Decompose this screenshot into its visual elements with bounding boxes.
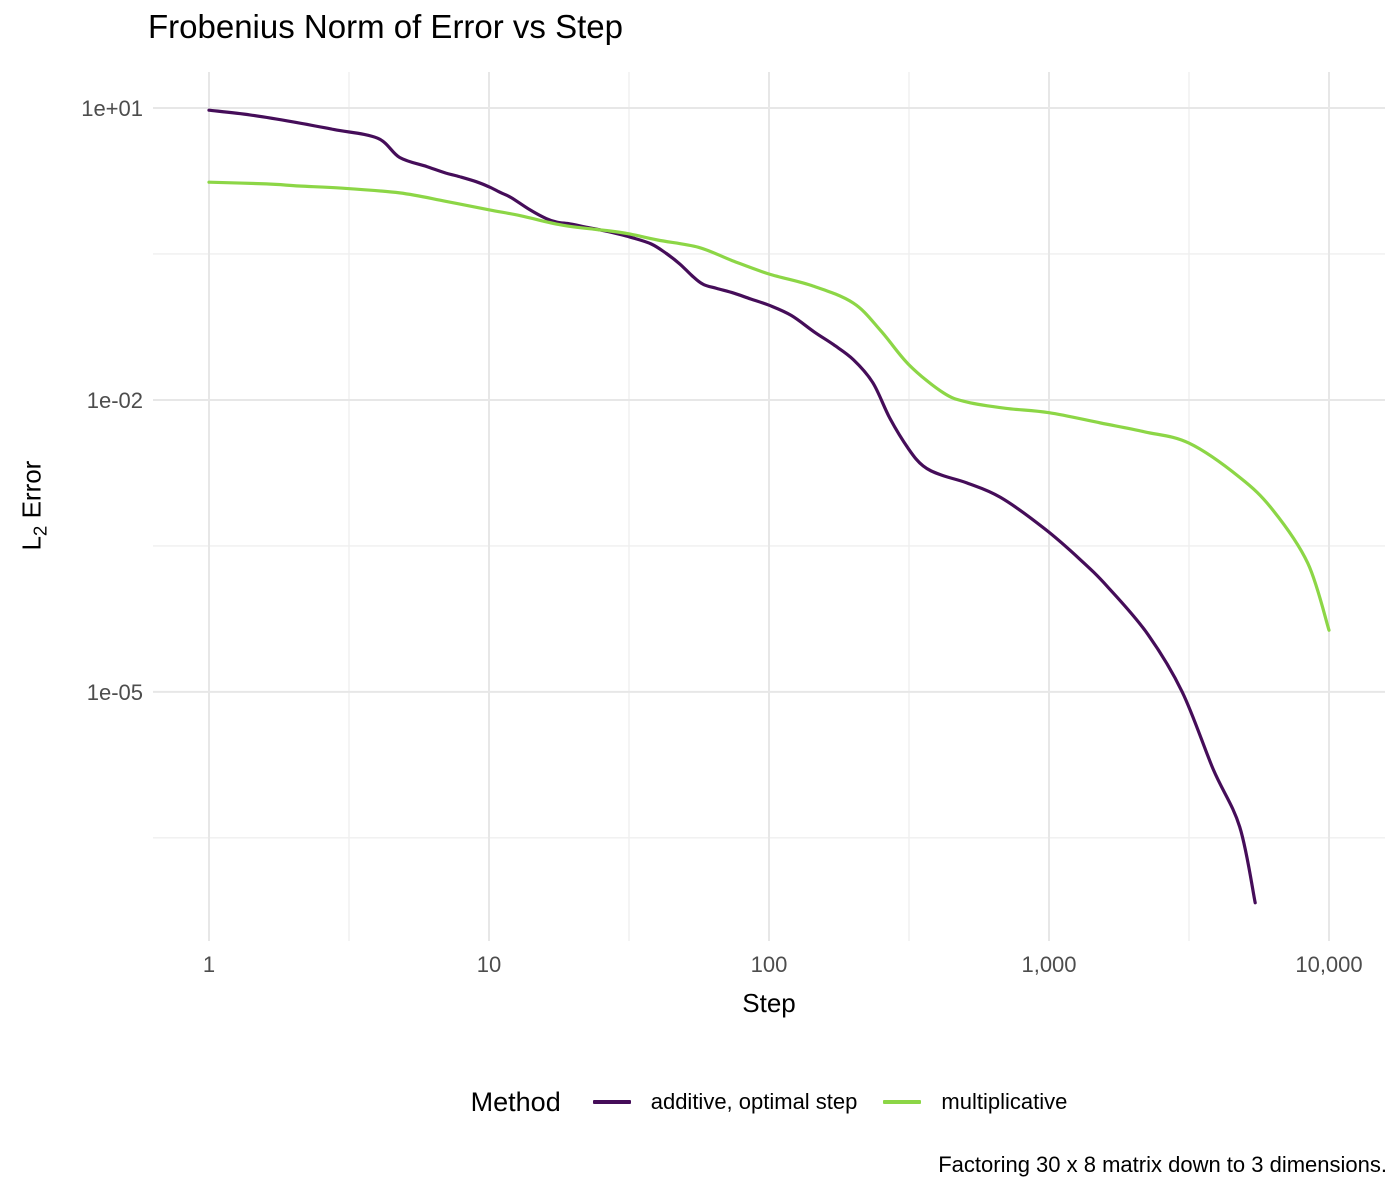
legend-label-additive: additive, optimal step — [650, 1089, 858, 1114]
y-tick-label: 1e-05 — [87, 680, 143, 705]
x-tick-label: 1,000 — [1021, 952, 1076, 977]
x-tick-label: 1 — [203, 952, 215, 977]
x-tick-label: 10,000 — [1295, 952, 1362, 977]
y-axis-title-rest: Error — [16, 461, 47, 527]
y-axis-title: L2 Error — [16, 461, 51, 551]
x-tick-label: 10 — [477, 952, 501, 977]
plot-title: Frobenius Norm of Error vs Step — [148, 8, 623, 45]
legend-title: Method — [470, 1086, 561, 1117]
legend-item-additive: additive, optimal step — [592, 1089, 858, 1115]
legend-swatch-multiplicative — [883, 1100, 922, 1104]
series-line-multiplicative — [207, 180, 1331, 632]
y-tick-label: 1e+01 — [81, 96, 143, 121]
y-axis-title-main: L — [16, 536, 47, 551]
legend-swatch-additive — [592, 1100, 631, 1104]
x-axis-title: Step — [742, 988, 796, 1018]
legend: Method additive, optimal step multiplica… — [153, 1080, 1385, 1124]
y-axis-title-box: L2 Error — [8, 106, 60, 906]
chart-canvas: 1e+01 1e-02 1e-05 1 10 100 1,000 10,000 — [81, 72, 1385, 977]
series-line-additive-optimal-step — [207, 108, 1257, 905]
legend-label-multiplicative: multiplicative — [941, 1089, 1068, 1114]
y-tick-label: 1e-02 — [87, 388, 143, 413]
legend-item-multiplicative: multiplicative — [883, 1089, 1067, 1115]
caption: Factoring 30 x 8 matrix down to 3 dimens… — [938, 1152, 1387, 1177]
y-axis-title-subscript: 2 — [29, 526, 51, 537]
x-tick-label: 100 — [751, 952, 788, 977]
